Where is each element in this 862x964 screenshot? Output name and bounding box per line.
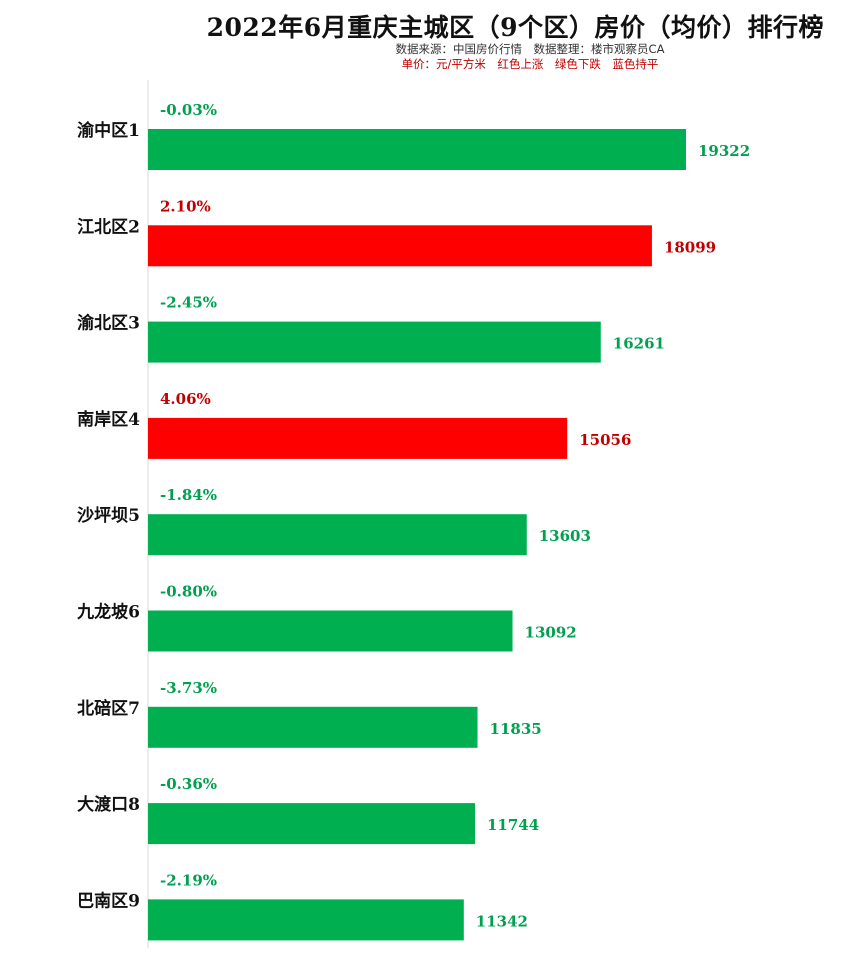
chart-title: 2022年6月重庆主城区（9个区）房价（均价）排行榜 (206, 13, 824, 42)
category-label: 渝北区3 (77, 313, 140, 334)
bar (148, 225, 652, 267)
change-label: -2.19% (160, 871, 217, 889)
category-label: 沙坪坝5 (77, 506, 140, 526)
value-label: 18099 (664, 238, 716, 256)
bar (148, 514, 527, 556)
value-label: 16261 (613, 335, 665, 353)
change-label: -1.84% (160, 486, 217, 504)
category-label: 北碚区7 (77, 698, 140, 719)
change-label: 2.10% (160, 197, 211, 215)
change-label: -2.45% (160, 294, 217, 312)
category-label: 巴南区9 (77, 890, 140, 911)
bar (148, 803, 475, 845)
value-label: 11744 (487, 816, 539, 834)
bar (148, 706, 478, 748)
bar (148, 321, 601, 363)
category-label: 江北区2 (77, 217, 140, 237)
change-label: 4.06% (160, 390, 211, 408)
bar (148, 610, 513, 652)
category-label: 渝中区1 (77, 120, 140, 141)
category-label: 大渡口8 (77, 794, 140, 815)
change-label: -3.73% (160, 679, 217, 697)
category-label: 九龙坡6 (76, 602, 140, 623)
value-label: 19322 (698, 142, 750, 160)
change-label: -0.80% (160, 583, 217, 601)
category-label: 南岸区4 (77, 409, 140, 430)
value-label: 11342 (476, 912, 528, 930)
change-label: -0.36% (160, 775, 217, 793)
value-label: 11835 (490, 720, 542, 738)
bars-group: 渝中区1 -0.03% 19322 江北区2 2.10% 18099 渝北区3 -2.45% 1… (76, 101, 750, 941)
bar (148, 899, 464, 941)
data-source-note: 数据来源：中国房价行情 数据整理：楼市观察员CA (395, 42, 665, 56)
bar (148, 129, 686, 170)
bar (148, 417, 568, 459)
change-label: -0.03% (160, 101, 217, 119)
unit-color-legend-note: 单价：元/平方米 红色上涨 绿色下跌 蓝色持平 (401, 57, 659, 71)
value-label: 13092 (525, 624, 577, 642)
value-label: 15056 (579, 431, 631, 449)
value-label: 13603 (539, 527, 591, 545)
